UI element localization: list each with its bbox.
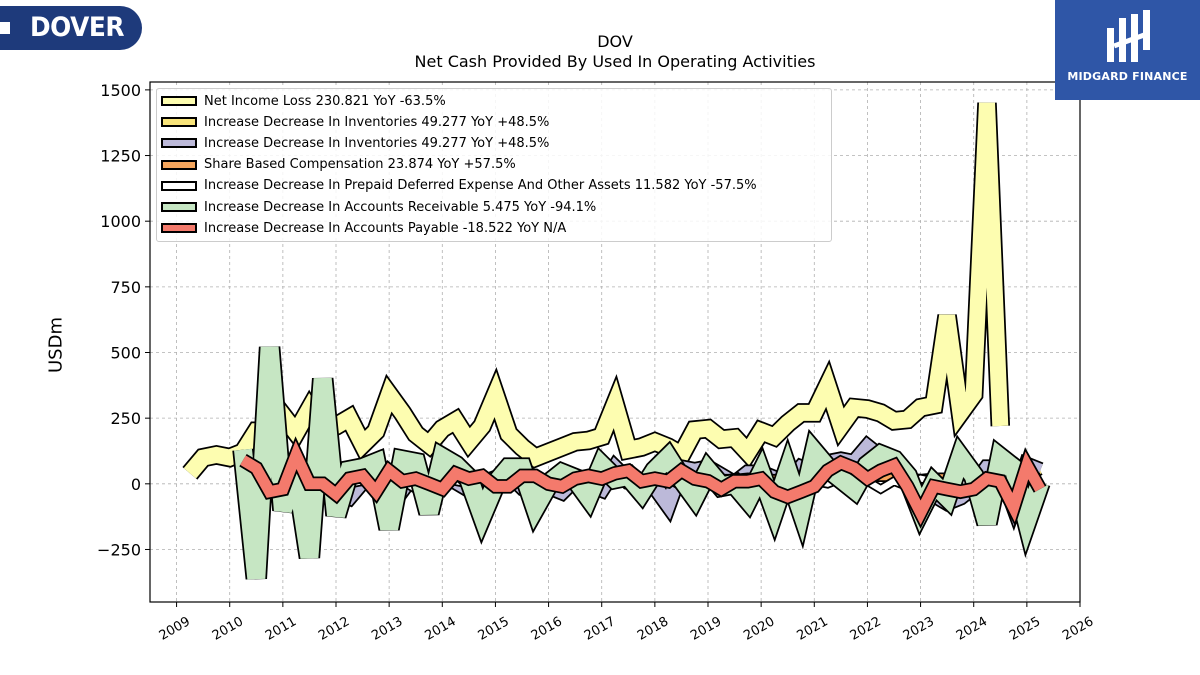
x-tick-label: 2011	[263, 614, 299, 644]
legend-item: Increase Decrease In Accounts Payable -1…	[161, 219, 566, 237]
x-tick-label: 2024	[954, 614, 990, 644]
legend-item: Increase Decrease In Accounts Receivable…	[161, 198, 596, 216]
legend-swatch	[161, 202, 197, 212]
legend-swatch	[161, 138, 197, 149]
chart-subtitle: Net Cash Provided By Used In Operating A…	[414, 52, 816, 71]
legend-swatch	[161, 96, 197, 106]
y-tick-label: 0	[131, 475, 141, 494]
legend-label: Share Based Compensation 23.874 YoY +57.…	[204, 157, 516, 173]
x-tick-label: 2022	[848, 614, 884, 644]
midgard-finance-logo: MIDGARD FINANCE	[1055, 0, 1200, 100]
x-tick-label: 2023	[901, 614, 937, 644]
x-tick-label: 2017	[582, 614, 618, 644]
legend-label: Increase Decrease In Accounts Receivable…	[204, 199, 597, 215]
midgard-logo-text: MIDGARD FINANCE	[1067, 70, 1188, 83]
legend-label: Increase Decrease In Inventories 49.277 …	[204, 114, 550, 130]
x-tick-label: 2021	[794, 614, 830, 644]
x-tick-label: 2013	[369, 614, 405, 644]
x-tick-label: 2019	[688, 614, 724, 644]
y-tick-label: 1250	[100, 147, 141, 166]
dover-logo-text: DOVER	[30, 12, 125, 43]
legend-item: Share Based Compensation 23.874 YoY +57.…	[161, 156, 516, 174]
y-tick-label: 500	[110, 344, 141, 363]
chart-title: DOV	[597, 32, 633, 51]
y-tick-label: 1500	[100, 81, 141, 100]
legend-swatch	[161, 223, 197, 234]
dover-logo-shape	[0, 6, 142, 50]
legend: Net Income Loss 230.821 YoY -63.5% Increa…	[156, 88, 832, 242]
dover-logo: DOVER	[0, 6, 142, 50]
x-tick-label: 2016	[529, 614, 565, 644]
y-tick-label: 1000	[100, 212, 141, 231]
legend-label: Increase Decrease In Prepaid Deferred Ex…	[204, 178, 757, 194]
midgard-logo-mark	[1107, 10, 1150, 62]
x-tick-label: 2015	[476, 614, 512, 644]
legend-item: Increase Decrease In Prepaid Deferred Ex…	[161, 177, 757, 195]
x-tick-label: 2009	[157, 614, 193, 644]
x-tick-label: 2014	[422, 614, 458, 644]
y-tick-label: −250	[97, 540, 141, 559]
series-6	[239, 436, 1047, 529]
y-tick-label: 250	[110, 409, 141, 428]
legend-swatch	[161, 159, 197, 170]
y-tick-label: 750	[110, 278, 141, 297]
plot-frame	[149, 81, 1081, 603]
legend-item: Increase Decrease In Inventories 49.277 …	[161, 134, 549, 152]
x-tick-label: 2020	[741, 614, 777, 644]
x-tick-label: 2010	[210, 614, 246, 644]
series-group	[182, 102, 1051, 580]
x-tick-label: 2025	[1007, 614, 1043, 644]
x-tick-label: 2012	[316, 614, 352, 644]
legend-label: Net Income Loss 230.821 YoY -63.5%	[204, 93, 446, 109]
series-line	[240, 440, 1045, 525]
legend-item: Increase Decrease In Inventories 49.277 …	[161, 113, 549, 131]
x-tick-label: 2026	[1060, 614, 1096, 644]
legend-label: Increase Decrease In Inventories 49.277 …	[204, 135, 550, 151]
x-tick-label: 2018	[635, 614, 671, 644]
legend-label: Increase Decrease In Accounts Payable -1…	[204, 220, 567, 236]
y-axis-label: USDm	[45, 317, 67, 373]
legend-item: Net Income Loss 230.821 YoY -63.5%	[161, 92, 446, 110]
legend-swatch	[161, 180, 197, 191]
legend-swatch	[161, 117, 197, 128]
